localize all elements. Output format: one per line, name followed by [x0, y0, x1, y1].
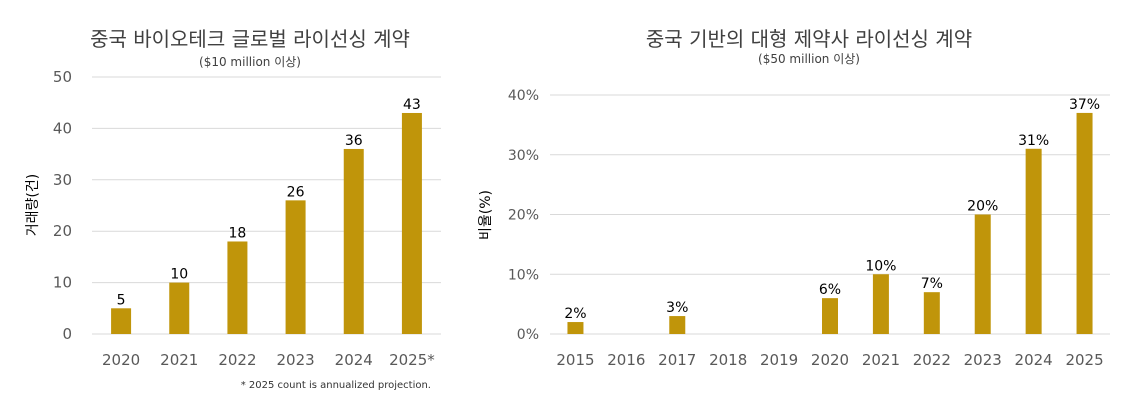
bar [1025, 148, 1042, 334]
bar [285, 200, 306, 334]
chart-subtitle: ($50 million 이상) [758, 52, 860, 66]
bar [227, 241, 248, 334]
bars [567, 112, 1093, 334]
y-tick-label: 20% [508, 208, 539, 224]
bar [567, 322, 584, 334]
bar [923, 292, 940, 334]
data-label: 10% [865, 258, 896, 274]
bar [343, 148, 364, 334]
x-tick-label: 2019 [760, 351, 798, 369]
x-tick-label: 2023 [276, 351, 314, 369]
y-tick-label: 20 [53, 222, 72, 240]
chart-subtitle: ($10 million 이상) [199, 55, 301, 69]
data-label: 43 [403, 97, 421, 113]
footnote: * 2025 count is annualized projection. [241, 380, 431, 391]
data-label: 3% [666, 300, 688, 316]
bar [1076, 112, 1093, 334]
data-label: 6% [819, 282, 841, 298]
data-label: 26 [287, 184, 305, 200]
data-labels: 5 10 18 26 36 43 [117, 97, 421, 308]
x-tick-label: 2022 [913, 351, 951, 369]
chart-big-pharma-share: 중국 기반의 대형 제약사 라이선싱 계약 ($50 million 이상) 비… [478, 27, 1110, 369]
data-labels: 2% 3% 6% 10% 7% 20% 31% 37% [564, 97, 1100, 322]
x-tick-label: 2024 [335, 351, 373, 369]
data-label: 20% [967, 199, 998, 215]
data-label: 5 [117, 292, 126, 308]
y-tick-label: 0% [517, 327, 539, 343]
chart-title: 중국 기반의 대형 제약사 라이선싱 계약 [646, 27, 972, 51]
y-tick-labels: 0 10 20 30 40 50 [53, 68, 72, 343]
y-tick-label: 30% [508, 148, 539, 164]
y-axis-label: 비율(%) [478, 190, 494, 240]
y-tick-label: 0 [62, 325, 72, 343]
x-tick-label: 2016 [607, 351, 645, 369]
gridlines [92, 76, 441, 335]
y-tick-label: 10 [53, 274, 72, 292]
chart-title: 중국 바이오테크 글로벌 라이선싱 계약 [90, 27, 410, 51]
x-tick-label: 2021 [160, 351, 198, 369]
x-tick-label: 2017 [658, 351, 696, 369]
y-tick-label: 40 [53, 119, 72, 137]
gridlines [550, 94, 1110, 335]
x-tick-label: 2025 [1065, 351, 1103, 369]
y-tick-label: 40% [508, 88, 539, 104]
bar [974, 214, 991, 334]
data-label: 2% [564, 306, 586, 322]
x-tick-label: 2021 [862, 351, 900, 369]
x-tick-labels: 2015 2016 2017 2018 2019 2020 2021 2022 2023 2024… [556, 351, 1103, 369]
x-tick-label: 2015 [556, 351, 594, 369]
x-tick-label: 2018 [709, 351, 747, 369]
bar [872, 274, 889, 334]
x-tick-label: 2020 [102, 351, 140, 369]
y-tick-label: 10% [508, 267, 539, 283]
data-label: 10 [170, 267, 188, 283]
data-label: 7% [921, 276, 943, 292]
x-tick-label: 2022 [218, 351, 256, 369]
data-label: 37% [1069, 97, 1100, 113]
data-label: 18 [229, 225, 247, 241]
data-label: 31% [1018, 133, 1049, 149]
y-tick-label: 50 [53, 68, 72, 86]
bars [111, 112, 422, 334]
x-tick-label: 2020 [811, 351, 849, 369]
x-tick-label: 2025* [389, 351, 435, 369]
bar [669, 316, 686, 334]
x-tick-label: 2023 [964, 351, 1002, 369]
data-label: 36 [345, 133, 363, 149]
bar [822, 298, 838, 334]
bar [401, 112, 422, 334]
bar [111, 308, 132, 334]
y-tick-label: 30 [53, 171, 72, 189]
y-axis-label: 거래량(건) [25, 174, 41, 236]
bar [169, 282, 190, 334]
x-tick-labels: 2020 2021 2022 2023 2024 2025* [102, 351, 435, 369]
x-tick-label: 2024 [1015, 351, 1053, 369]
chart-licensing-deals: 중국 바이오테크 글로벌 라이선싱 계약 ($10 million 이상) 거래… [25, 27, 441, 391]
y-tick-labels: 0% 10% 20% 30% 40% [508, 88, 539, 343]
